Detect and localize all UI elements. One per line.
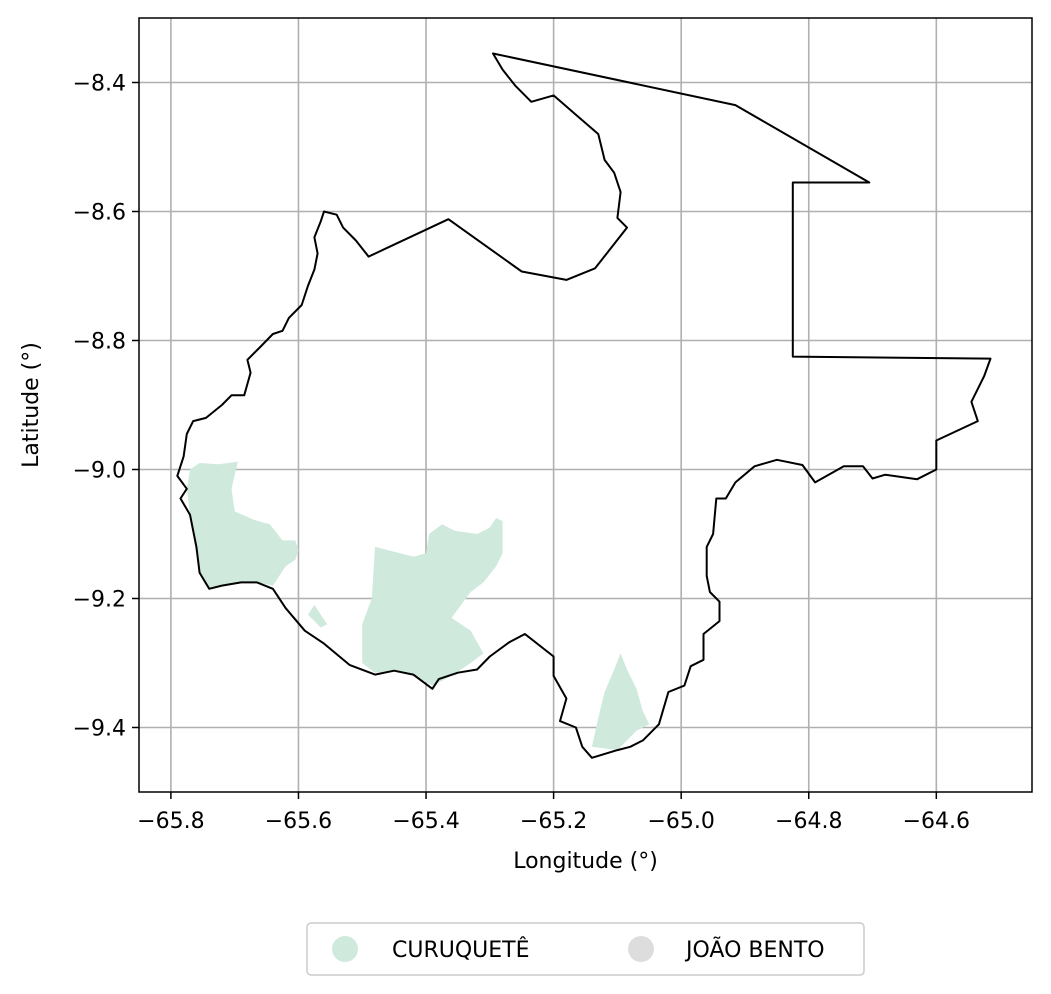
y-tick-label: −9.4	[73, 717, 126, 742]
plot-frame	[138, 17, 1033, 793]
legend-box	[306, 922, 865, 976]
y-tick-label: −9.0	[73, 459, 126, 484]
municipality-boundary-layer	[176, 52, 992, 759]
y-tick-label: −8.8	[73, 330, 126, 355]
x-tick-label: −65.4	[392, 809, 459, 834]
x-axis-title: Longitude (°)	[513, 849, 658, 874]
x-tick-label: −65.0	[647, 809, 714, 834]
region-curuquete	[362, 517, 503, 686]
legend-marker-curuquete	[332, 936, 358, 962]
y-tick-label: −8.4	[73, 72, 126, 97]
legend-label-curuquete: CURUQUETÊ	[392, 937, 530, 963]
x-tick-label: −65.2	[520, 809, 587, 834]
legend-marker-joao-bento	[628, 936, 654, 962]
district-regions	[186, 461, 650, 751]
y-tick-label: −8.6	[73, 201, 126, 226]
grid-lines	[139, 18, 1032, 792]
x-tick-label: −65.6	[265, 809, 332, 834]
region-curuquete	[308, 605, 328, 628]
legend: CURUQUETÊ JOÃO BENTO	[306, 922, 865, 976]
y-axis-ticks: −8.4 −8.6 −8.8 −9.0 −9.2 −9.4	[73, 72, 139, 742]
y-axis-title: Latitude (°)	[19, 342, 44, 468]
x-tick-label: −65.8	[137, 809, 204, 834]
municipality-boundary	[176, 52, 992, 759]
x-tick-label: −64.6	[903, 809, 970, 834]
region-curuquete	[591, 653, 650, 751]
legend-label-joao-bento: JOÃO BENTO	[684, 936, 825, 963]
region-curuquete	[186, 461, 299, 589]
y-tick-label: −9.2	[73, 588, 126, 613]
x-tick-label: −64.8	[775, 809, 842, 834]
x-axis-ticks: −65.8 −65.6 −65.4 −65.2 −65.0 −64.8 −64.6	[137, 792, 970, 834]
